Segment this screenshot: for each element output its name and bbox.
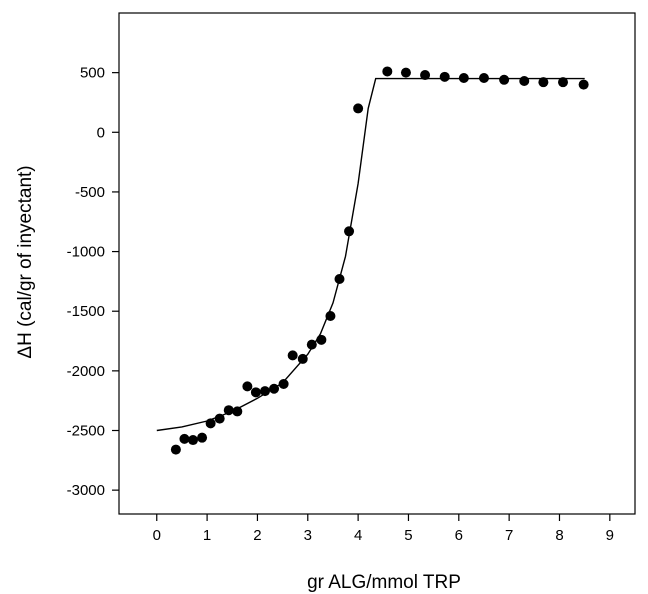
data-point bbox=[400, 67, 411, 78]
x-tick-label: 5 bbox=[404, 527, 412, 544]
y-tick-label: -1000 bbox=[67, 244, 105, 261]
data-point bbox=[325, 310, 336, 321]
x-tick-label: 7 bbox=[505, 527, 513, 544]
x-tick-label: 1 bbox=[203, 527, 211, 544]
data-points bbox=[170, 66, 589, 455]
y-tick-label: -2500 bbox=[67, 423, 105, 440]
y-axis-ticks: -3000 -2500 -2000 -1500 -1000 -500 0 500 bbox=[67, 65, 119, 499]
data-point bbox=[558, 77, 569, 88]
fit-curve bbox=[156, 77, 585, 432]
x-tick-label: 4 bbox=[354, 527, 362, 544]
data-point bbox=[382, 66, 393, 77]
x-tick-label: 6 bbox=[455, 527, 463, 544]
data-point bbox=[519, 75, 530, 86]
y-axis-title: ΔH (cal/gr of inyectant) bbox=[15, 165, 36, 358]
y-tick-label: 0 bbox=[97, 124, 105, 141]
data-point bbox=[269, 383, 280, 394]
y-tick-label: -3000 bbox=[67, 482, 105, 499]
data-point bbox=[344, 226, 355, 237]
data-point bbox=[259, 386, 270, 397]
x-tick-label: 8 bbox=[555, 527, 563, 544]
data-point bbox=[499, 74, 510, 85]
y-tick-label: 500 bbox=[80, 65, 105, 82]
data-point bbox=[334, 274, 345, 285]
data-point bbox=[316, 334, 327, 345]
data-point bbox=[420, 70, 431, 81]
data-point bbox=[278, 378, 289, 389]
data-point bbox=[223, 405, 234, 416]
data-point bbox=[232, 406, 243, 417]
data-point bbox=[306, 339, 317, 350]
y-tick-label: -2000 bbox=[67, 363, 105, 380]
data-point bbox=[458, 73, 469, 84]
x-tick-label: 2 bbox=[253, 527, 261, 544]
data-point bbox=[297, 353, 308, 364]
data-point bbox=[214, 413, 225, 424]
data-point bbox=[353, 103, 364, 114]
x-tick-label: 0 bbox=[153, 527, 161, 544]
data-point bbox=[287, 350, 298, 361]
data-point bbox=[179, 433, 190, 444]
plot-frame bbox=[118, 12, 636, 515]
x-axis-ticks: 0 1 2 3 4 5 6 7 8 9 bbox=[153, 514, 614, 544]
data-point bbox=[188, 435, 199, 446]
data-point bbox=[250, 387, 261, 398]
data-point bbox=[197, 432, 208, 443]
data-point bbox=[439, 71, 450, 82]
data-point bbox=[205, 418, 216, 429]
x-tick-label: 9 bbox=[606, 527, 614, 544]
data-point bbox=[170, 444, 181, 455]
x-tick-label: 3 bbox=[304, 527, 312, 544]
x-axis-title: gr ALG/mmol TRP bbox=[307, 572, 461, 593]
y-tick-label: -1500 bbox=[67, 303, 105, 320]
data-point bbox=[538, 77, 549, 88]
data-point bbox=[578, 79, 589, 90]
data-point bbox=[242, 381, 253, 392]
y-tick-label: -500 bbox=[75, 184, 105, 201]
data-point bbox=[478, 73, 489, 84]
